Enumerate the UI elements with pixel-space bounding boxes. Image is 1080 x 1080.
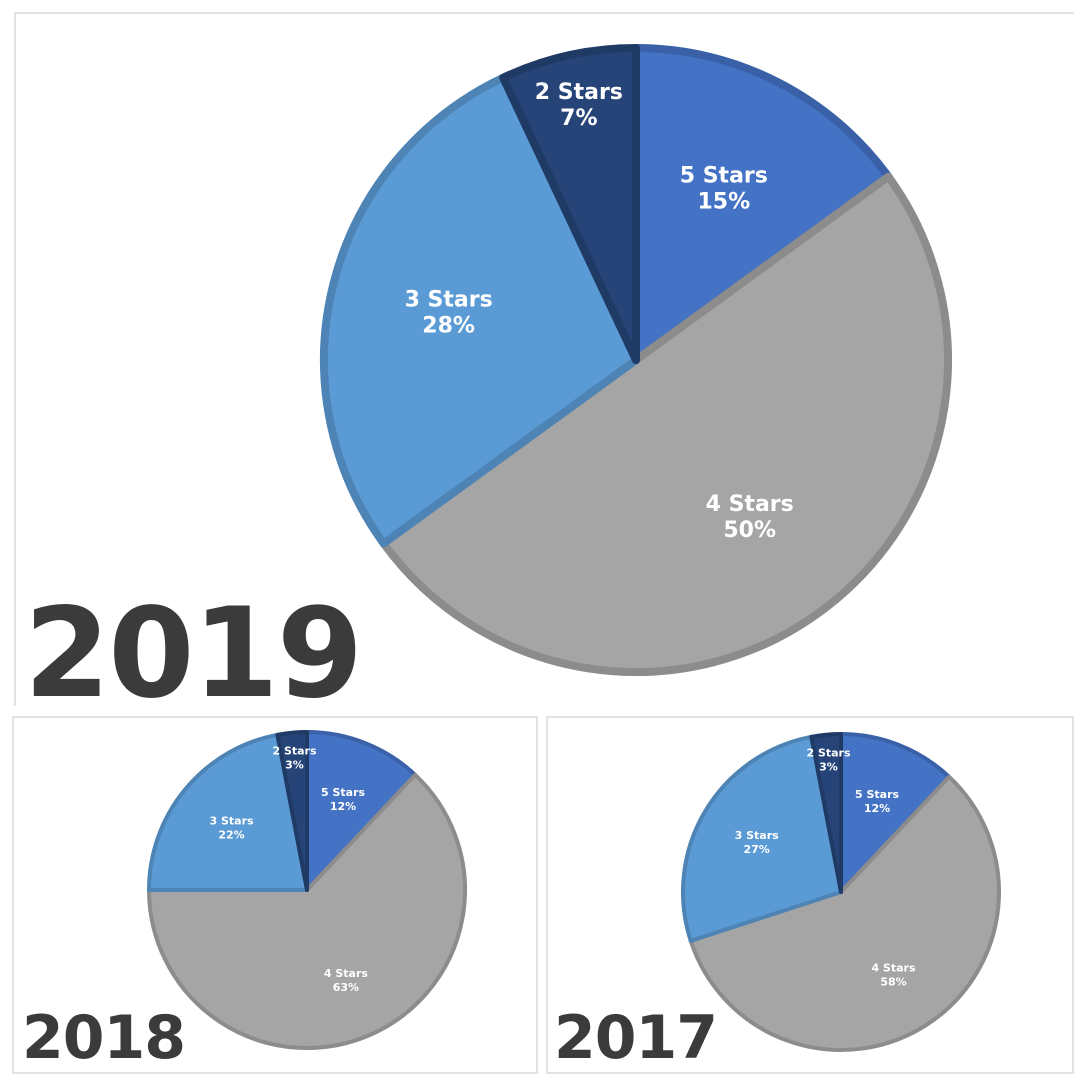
slice-value-2018-3-stars: 22% [218, 828, 244, 841]
slice-value-2019-2-stars: 7% [560, 106, 597, 131]
chart-panel-2019: 5 Stars 15% 4 Stars 50% 3 Stars 28% 2 Stars 7% … [14, 12, 1074, 716]
slice-label-2019-2-stars: 2 Stars [535, 80, 623, 105]
slice-value-2018-2-stars: 3% [285, 759, 304, 772]
slice-label-2017-5-stars: 5 Stars [855, 788, 900, 801]
slice-value-2017-4-stars: 58% [880, 976, 906, 989]
pie-slice-2018-5-stars [305, 730, 418, 892]
slice-label-2019-5-stars: 5 Stars [680, 163, 768, 188]
pie-slice-2018-4-stars [147, 772, 467, 1050]
slice-value-2018-5-stars: 12% [330, 800, 356, 813]
slice-label-2018-3-stars: 3 Stars [209, 814, 254, 827]
slice-label-2017-3-stars: 3 Stars [735, 829, 780, 842]
slice-value-2019-3-stars: 28% [422, 314, 475, 339]
pie-slice-2019-2-stars [499, 44, 640, 364]
year-label-2019: 2019 [24, 582, 363, 726]
slice-label-2018-4-stars: 4 Stars [324, 967, 369, 980]
pie-slice-2017-3-stars [681, 734, 843, 943]
year-label-2017: 2017 [554, 1003, 718, 1073]
slice-value-2018-4-stars: 63% [333, 981, 359, 994]
pie-slice-2017-4-stars [688, 774, 1001, 1052]
pie-slice-2018-2-stars [275, 730, 309, 892]
slice-label-2019-4-stars: 4 Stars [706, 492, 794, 517]
pie-slice-2019-5-stars [632, 44, 893, 364]
slice-value-2019-5-stars: 15% [697, 189, 750, 214]
pie-slice-2018-3-stars [147, 732, 309, 892]
pie-slice-2019-3-stars [320, 73, 640, 548]
slice-value-2017-3-stars: 27% [744, 843, 770, 856]
pie-slice-2019-4-stars [379, 172, 952, 676]
chart-panel-2018: 5 Stars 12% 4 Stars 63% 3 Stars 22% 2 Stars 3% … [12, 716, 538, 1074]
slice-value-2019-4-stars: 50% [723, 518, 776, 543]
slice-value-2017-5-stars: 12% [864, 802, 890, 815]
pie-slice-2017-2-stars [809, 732, 843, 894]
slice-label-2017-2-stars: 2 Stars [806, 747, 851, 760]
slice-label-2018-5-stars: 5 Stars [321, 786, 366, 799]
chart-panel-2017: 5 Stars 12% 4 Stars 58% 3 Stars 27% 2 Stars 3% … [546, 716, 1074, 1074]
pie-slice-2017-5-stars [839, 732, 952, 894]
slice-label-2017-4-stars: 4 Stars [871, 962, 916, 975]
slice-value-2017-2-stars: 3% [819, 761, 838, 774]
slice-label-2018-2-stars: 2 Stars [272, 745, 317, 758]
year-label-2018: 2018 [22, 1003, 186, 1073]
slice-label-2019-3-stars: 3 Stars [405, 288, 493, 313]
